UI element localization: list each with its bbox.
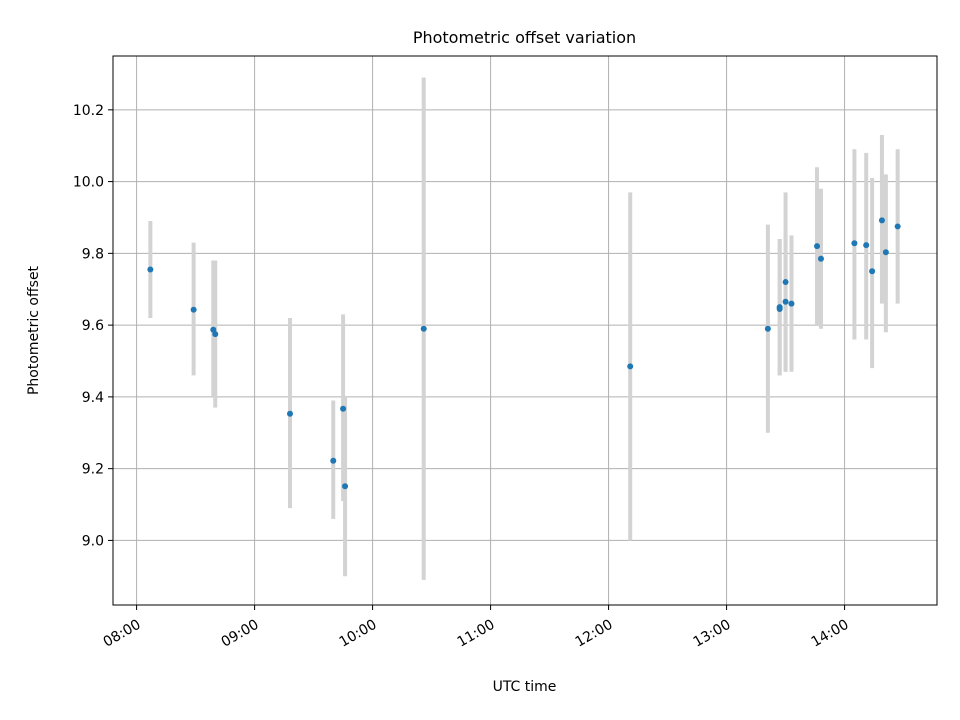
data-point [342,483,349,490]
data-point [286,410,293,417]
data-point [190,306,197,313]
data-point [869,268,876,275]
data-point [340,405,347,412]
y-tick-label: 10.0 [73,175,104,191]
data-point [817,255,824,262]
error-bars [148,77,900,580]
chart-title: Photometric offset variation [413,28,636,47]
data-points [147,217,901,490]
data-point [814,243,821,250]
y-tick-label: 9.0 [82,533,104,549]
plot-frame [112,55,938,606]
data-point [894,223,901,230]
data-point [782,279,789,286]
data-point [878,217,885,224]
data-point [330,457,337,464]
y-axis-label: Photometric offset [26,265,42,395]
data-point [764,325,771,332]
data-point [863,242,870,249]
data-point [882,249,889,256]
data-point [627,363,634,370]
data-point [776,305,783,312]
x-tick-label: 09:00 [219,617,262,651]
y-tick-label: 10.2 [73,103,104,119]
data-point [420,325,427,332]
y-tick-label: 9.4 [82,390,104,406]
data-point [212,331,219,338]
x-tick-label: 10:00 [337,617,380,651]
x-axis-label: UTC time [493,679,557,695]
x-tick-label: 12:00 [573,617,616,651]
axis-ticks: 08:00 09:00 10:00 11:00 12:00 13:00 14:00 9.0 9.… [73,103,852,651]
data-point [788,300,795,307]
data-point [147,266,154,273]
x-tick-label: 08:00 [101,617,144,651]
y-tick-label: 9.8 [82,246,104,262]
data-point [782,298,789,305]
x-tick-label: 14:00 [809,617,852,651]
x-tick-label: 11:00 [455,617,498,651]
y-tick-label: 9.6 [82,318,104,334]
x-tick-label: 13:00 [691,617,734,651]
grid [113,56,937,605]
data-point [851,240,858,247]
y-tick-label: 9.2 [82,462,104,478]
